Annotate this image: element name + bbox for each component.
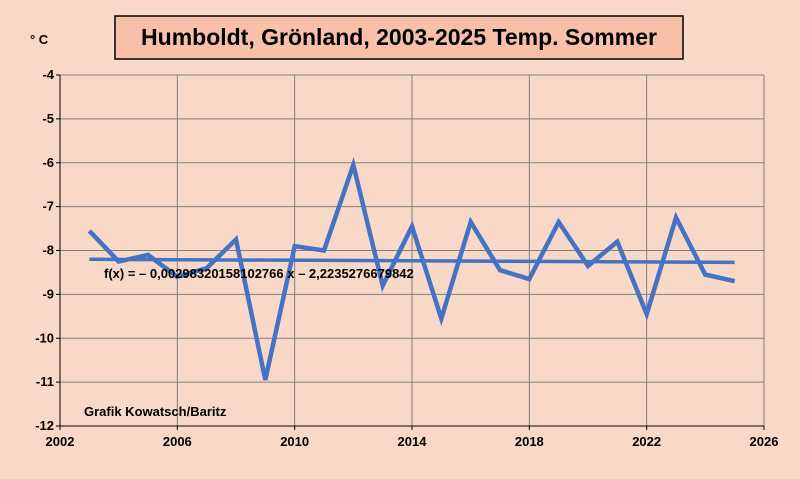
x-tick-label: 2010 — [280, 434, 309, 449]
data-series — [87, 156, 736, 381]
title-box — [114, 15, 684, 60]
x-tick-label: 2002 — [46, 434, 75, 449]
temperature-series-line — [87, 156, 736, 381]
x-tick-label: 2022 — [632, 434, 661, 449]
y-tick-label: -12 — [35, 418, 54, 433]
y-tick-label: -6 — [42, 155, 54, 170]
x-tick-label: 2026 — [750, 434, 779, 449]
x-tick-label: 2018 — [515, 434, 544, 449]
x-tick-label: 2014 — [398, 434, 428, 449]
y-tick-label: -4 — [42, 67, 54, 82]
y-tick-label: -5 — [42, 111, 54, 126]
y-tick-label: -11 — [36, 374, 54, 389]
trendline-equation: f(x) = – 0,00298320158102766 x – 2,22352… — [104, 266, 414, 281]
y-tick-label: -10 — [35, 330, 54, 345]
y-tick-label: -9 — [42, 286, 54, 301]
y-axis-unit-label: ° C — [30, 32, 49, 47]
y-tick-label: -7 — [42, 199, 54, 214]
x-tick-label: 2006 — [163, 434, 192, 449]
credit-annotation: Grafik Kowatsch/Baritz — [84, 404, 227, 419]
y-tick-label: -8 — [42, 243, 54, 258]
chart-title: Humboldt, Grönland, 2003-2025 Temp. Somm… — [141, 24, 657, 50]
